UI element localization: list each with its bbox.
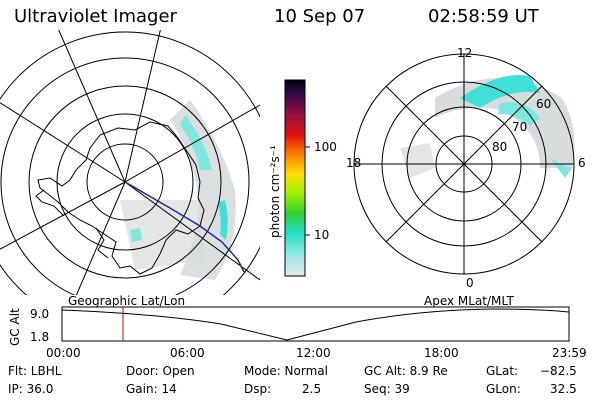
filter-info: Flt: LBHL [8, 364, 62, 378]
time-label: 02:58:59 UT [428, 6, 539, 27]
time-tick-1800: 18:00 [424, 346, 459, 360]
mlt-label-12: 12 [457, 46, 473, 60]
seq-info: Seq: 39 [364, 382, 410, 396]
colorbar-tick-10: 10 [314, 228, 330, 242]
ip-info: IP: 36.0 [8, 382, 54, 396]
time-tick-0600: 06:00 [170, 346, 205, 360]
time-tick-0000: 00:00 [46, 346, 81, 360]
magnetic-map [353, 53, 575, 275]
mlat-label-70: 70 [512, 120, 528, 134]
mlt-label-6: 6 [578, 156, 586, 170]
door-info: Door: Open [126, 364, 195, 378]
colorbar-unit-label: photon cm⁻²s⁻¹ [268, 145, 282, 238]
aurora-emission-right [400, 74, 575, 178]
altitude-ytick-min: 1.8 [30, 330, 50, 344]
glat-label: GLat: [486, 364, 519, 378]
geographic-map [0, 30, 260, 295]
colorbar-tick-100: 100 [314, 140, 337, 154]
altitude-ytick-max: 9.0 [30, 307, 50, 321]
mlat-label-60: 60 [536, 97, 552, 111]
intensity-colorbar [284, 79, 310, 277]
date-label: 10 Sep 07 [274, 6, 366, 27]
glat-value: −82.5 [540, 364, 577, 378]
orbit-altitude-curve [61, 308, 570, 341]
altitude-plot [61, 306, 570, 342]
instrument-title: Ultraviolet Imager [14, 6, 177, 27]
glon-label: GLon: [486, 382, 521, 396]
dsp-label: Dsp: [244, 382, 272, 396]
mode-info: Mode: Normal [244, 364, 328, 378]
antarctica-coastline [37, 121, 205, 275]
aurora-emission-left [120, 100, 236, 280]
left-map-title: Geographic Lat/Lon [68, 294, 186, 308]
mlt-label-18: 18 [346, 156, 362, 170]
time-tick-2359: 23:59 [552, 346, 587, 360]
mlat-label-80: 80 [492, 140, 508, 154]
glon-value: 32.5 [550, 382, 577, 396]
mlt-label-0: 0 [466, 276, 474, 290]
gc-alt-info: GC Alt: 8.9 Re [364, 364, 448, 378]
time-tick-1200: 12:00 [296, 346, 331, 360]
right-map-title: Apex MLat/MLT [424, 294, 514, 308]
altitude-ylabel: GC Alt [8, 308, 22, 346]
satellite-track [124, 181, 245, 273]
gain-info: Gain: 14 [126, 382, 177, 396]
dsp-value: 2.5 [302, 382, 322, 396]
